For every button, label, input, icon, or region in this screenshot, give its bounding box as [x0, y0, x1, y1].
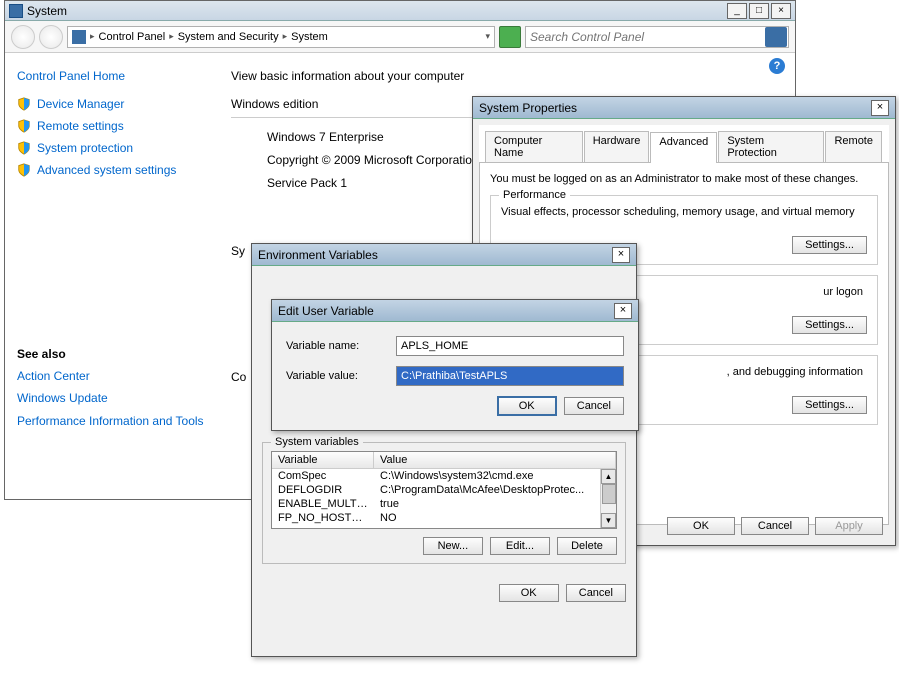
variable-value-label: Variable value:: [286, 370, 396, 382]
editvar-titlebar[interactable]: Edit User Variable ×: [272, 300, 638, 322]
forward-button[interactable]: [39, 25, 63, 49]
editvar-title: Edit User Variable: [278, 304, 614, 318]
cancel-button[interactable]: Cancel: [566, 584, 626, 602]
window-buttons: _ □ ×: [727, 3, 791, 19]
refresh-button[interactable]: [499, 26, 521, 48]
see-also-heading: See also: [17, 347, 209, 361]
envvars-title: Environment Variables: [258, 248, 612, 262]
system-variables-group: System variables Variable Value ComSpecC…: [262, 442, 626, 564]
see-also-action-center[interactable]: Action Center: [17, 369, 209, 383]
sidebar-item-advanced-settings[interactable]: Advanced system settings: [17, 163, 209, 177]
sidebar-link[interactable]: Device Manager: [37, 97, 124, 111]
sysprops-tabs: Computer Name Hardware Advanced System P…: [479, 125, 889, 163]
ok-button[interactable]: OK: [497, 396, 557, 416]
col-variable[interactable]: Variable: [272, 452, 374, 468]
delete-button[interactable]: Delete: [557, 537, 617, 555]
sysprops-title: System Properties: [479, 101, 871, 115]
sidebar-link[interactable]: Advanced system settings: [37, 163, 176, 177]
shield-icon: [17, 163, 31, 177]
see-also-windows-update[interactable]: Windows Update: [17, 391, 209, 405]
search-input[interactable]: [526, 30, 764, 44]
system-icon: [9, 4, 23, 18]
table-row[interactable]: FP_NO_HOST_C...NO: [272, 511, 616, 525]
performance-settings-button[interactable]: Settings...: [792, 236, 867, 254]
cancel-button[interactable]: Cancel: [564, 397, 624, 415]
toolbar: ▸ Control Panel ▸ System and Security ▸ …: [5, 21, 795, 53]
see-also-perf-info[interactable]: Performance Information and Tools: [17, 413, 209, 430]
table-row[interactable]: ComSpecC:\Windows\system32\cmd.exe: [272, 469, 616, 483]
system-variables-table[interactable]: Variable Value ComSpecC:\Windows\system3…: [271, 451, 617, 529]
new-button[interactable]: New...: [423, 537, 483, 555]
apply-button[interactable]: Apply: [815, 517, 883, 535]
variable-name-label: Variable name:: [286, 340, 396, 352]
editvar-buttons: OK Cancel: [286, 396, 624, 416]
performance-desc: Visual effects, processor scheduling, me…: [501, 206, 867, 218]
edit-user-variable-dialog: Edit User Variable × Variable name: Vari…: [271, 299, 639, 431]
system-titlebar[interactable]: System _ □ ×: [5, 1, 795, 21]
system-var-buttons: New... Edit... Delete: [271, 537, 617, 555]
close-icon[interactable]: ×: [871, 100, 889, 116]
profiles-settings-button[interactable]: Settings...: [792, 316, 867, 334]
search-go-button[interactable]: [765, 27, 787, 47]
help-icon[interactable]: ?: [769, 58, 785, 74]
envvars-titlebar[interactable]: Environment Variables ×: [252, 244, 636, 266]
scrollbar[interactable]: ▲ ▼: [600, 469, 616, 528]
table-row[interactable]: ENABLE_MULTIT...true: [272, 497, 616, 511]
sidebar-link[interactable]: Remote settings: [37, 119, 124, 133]
edit-button[interactable]: Edit...: [490, 537, 550, 555]
close-icon[interactable]: ×: [612, 247, 630, 263]
shield-icon: [17, 97, 31, 111]
table-row[interactable]: DEFLOGDIRC:\ProgramData\McAfee\DesktopPr…: [272, 483, 616, 497]
back-button[interactable]: [11, 25, 35, 49]
breadcrumb-seg-1[interactable]: System and Security: [174, 31, 283, 43]
variable-name-row: Variable name:: [286, 336, 624, 356]
system-title: System: [27, 4, 727, 18]
sysprops-footer: OK Cancel Apply: [667, 517, 883, 535]
shield-icon: [17, 141, 31, 155]
breadcrumb-seg-0[interactable]: Control Panel: [95, 31, 170, 43]
tab-remote[interactable]: Remote: [825, 131, 882, 162]
page-heading: View basic information about your comput…: [231, 69, 785, 83]
scroll-thumb[interactable]: [602, 484, 616, 504]
sidebar-item-device-manager[interactable]: Device Manager: [17, 97, 209, 111]
scroll-down-icon[interactable]: ▼: [601, 513, 616, 528]
table-header: Variable Value: [272, 452, 616, 469]
system-variables-label: System variables: [271, 436, 363, 448]
admin-note: You must be logged on as an Administrato…: [490, 173, 878, 185]
sidebar-item-remote-settings[interactable]: Remote settings: [17, 119, 209, 133]
close-icon[interactable]: ×: [614, 303, 632, 319]
performance-label: Performance: [499, 189, 570, 201]
breadcrumb-seg-2[interactable]: System: [287, 31, 332, 43]
variable-value-row: Variable value:: [286, 366, 624, 386]
startup-settings-button[interactable]: Settings...: [792, 396, 867, 414]
envvars-footer: OK Cancel: [252, 584, 636, 612]
col-value[interactable]: Value: [374, 452, 616, 468]
breadcrumb-icon: [72, 30, 86, 44]
tab-system-protection[interactable]: System Protection: [718, 131, 824, 162]
variable-name-input[interactable]: [396, 336, 624, 356]
sidebar-link[interactable]: System protection: [37, 141, 133, 155]
ok-button[interactable]: OK: [667, 517, 735, 535]
tab-advanced[interactable]: Advanced: [650, 132, 717, 163]
editvar-content: Variable name: Variable value: OK Cancel: [272, 322, 638, 424]
sysprops-titlebar[interactable]: System Properties ×: [473, 97, 895, 119]
scroll-up-icon[interactable]: ▲: [601, 469, 616, 484]
ok-button[interactable]: OK: [499, 584, 559, 602]
shield-icon: [17, 119, 31, 133]
cancel-button[interactable]: Cancel: [741, 517, 809, 535]
sidebar: Control Panel Home Device Manager Remote…: [5, 53, 221, 499]
search-box[interactable]: [525, 26, 789, 48]
variable-value-input[interactable]: [396, 366, 624, 386]
sidebar-item-system-protection[interactable]: System protection: [17, 141, 209, 155]
maximize-button[interactable]: □: [749, 3, 769, 19]
tab-hardware[interactable]: Hardware: [584, 131, 650, 162]
sidebar-home[interactable]: Control Panel Home: [17, 69, 209, 83]
minimize-button[interactable]: _: [727, 3, 747, 19]
close-button[interactable]: ×: [771, 3, 791, 19]
chevron-down-icon[interactable]: ▾: [485, 31, 490, 42]
breadcrumb[interactable]: ▸ Control Panel ▸ System and Security ▸ …: [67, 26, 495, 48]
tab-computer-name[interactable]: Computer Name: [485, 131, 583, 162]
